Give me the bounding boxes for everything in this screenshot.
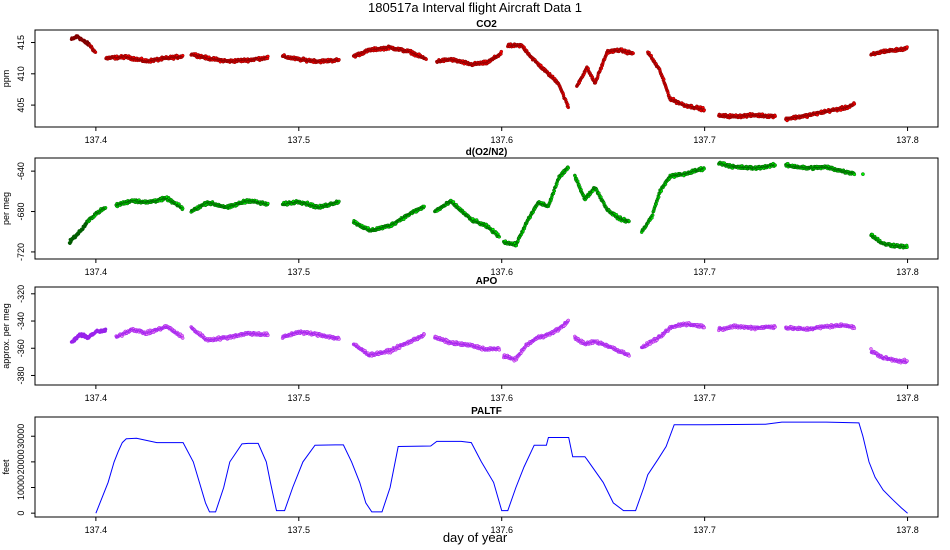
series-segment bbox=[114, 195, 185, 212]
series-segment bbox=[501, 165, 571, 248]
data-point bbox=[499, 49, 504, 54]
plot-frame bbox=[34, 29, 939, 128]
panel-title: APO bbox=[476, 276, 498, 287]
series-segment bbox=[189, 325, 270, 343]
series-segment bbox=[114, 324, 185, 340]
series-segment bbox=[501, 318, 571, 363]
y-tick-label: 410 bbox=[16, 66, 26, 81]
series-segment bbox=[280, 53, 341, 65]
x-tick-label: 137.4 bbox=[85, 135, 108, 145]
trend-line bbox=[89, 44, 97, 54]
data-point bbox=[861, 172, 865, 177]
series-segment bbox=[639, 166, 706, 234]
series-segment bbox=[717, 323, 777, 333]
series-segment bbox=[280, 198, 341, 210]
series-segment bbox=[717, 160, 777, 172]
series-segment bbox=[869, 232, 909, 250]
trend-line bbox=[353, 47, 427, 60]
panel-1: CO2 137.4 137.5 137.6 137.7 137.8 405 410 415 ppm bbox=[1, 19, 939, 145]
series-segment bbox=[88, 43, 98, 54]
series-segment bbox=[351, 332, 426, 358]
y-tick-label: 415 bbox=[16, 35, 26, 50]
series-segment bbox=[86, 206, 108, 224]
y-axis-label: ppm bbox=[1, 70, 11, 88]
x-tick-label: 137.7 bbox=[693, 135, 716, 145]
panel-title: CO2 bbox=[476, 19, 497, 30]
x-tick-label: 137.5 bbox=[288, 135, 311, 145]
series-segment bbox=[104, 53, 185, 64]
series-segment bbox=[67, 219, 90, 246]
y-tick-label: -680 bbox=[16, 203, 26, 221]
trend-line bbox=[507, 45, 570, 109]
x-tick-label: 137.8 bbox=[896, 267, 919, 277]
series-segment bbox=[433, 198, 502, 239]
x-tick-label: 137.5 bbox=[288, 267, 311, 277]
y-tick-label: -720 bbox=[16, 243, 26, 261]
series-segment bbox=[506, 42, 571, 110]
series-segment bbox=[784, 161, 857, 177]
series-segment bbox=[639, 321, 706, 350]
trend-line bbox=[105, 55, 184, 62]
x-tick-label: 137.4 bbox=[85, 267, 108, 277]
figure-title: 180517a Interval flight Aircraft Data 1 bbox=[368, 0, 582, 15]
series-segment bbox=[435, 49, 504, 68]
series-segment bbox=[69, 327, 108, 344]
series-segment bbox=[573, 173, 631, 224]
panel-2: d(O2/N2)137.4 137.5 137.6 137.7 137.8-640-68… bbox=[1, 147, 939, 277]
series-segment bbox=[646, 50, 706, 113]
x-tick-label: 137.6 bbox=[490, 135, 513, 145]
trend-line bbox=[191, 53, 269, 62]
x-tick-label: 137.7 bbox=[693, 267, 716, 277]
trend-line bbox=[71, 35, 91, 46]
series-segment bbox=[433, 334, 502, 352]
y-tick-label: 405 bbox=[16, 98, 26, 113]
panel-title: d(O2/N2) bbox=[466, 147, 508, 158]
series-segment bbox=[189, 198, 270, 214]
series-segment bbox=[189, 52, 270, 64]
y-axis-label: per meg bbox=[1, 192, 11, 225]
series-segment bbox=[717, 111, 777, 120]
trend-line bbox=[282, 55, 340, 62]
series-segment bbox=[351, 204, 426, 233]
series-segment bbox=[280, 329, 341, 341]
series-segment bbox=[575, 47, 635, 88]
y-tick-label: -640 bbox=[16, 162, 26, 180]
series-segment bbox=[69, 34, 92, 47]
series-segment bbox=[869, 45, 909, 57]
series-segment bbox=[573, 334, 631, 358]
x-tick-label: 137.8 bbox=[896, 135, 919, 145]
series-segment bbox=[784, 101, 857, 123]
plot-frame bbox=[34, 157, 939, 260]
series-segment bbox=[351, 44, 428, 62]
